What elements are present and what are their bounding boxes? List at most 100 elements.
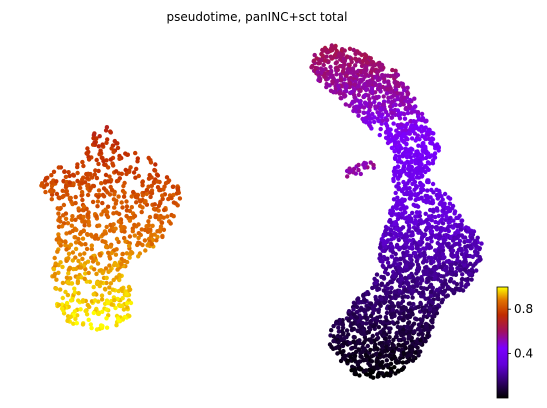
scatter-point xyxy=(449,262,454,267)
scatter-point xyxy=(429,224,435,230)
scatter-point xyxy=(368,374,373,379)
scatter-point xyxy=(403,241,408,247)
scatter-point xyxy=(351,307,356,312)
scatter-point xyxy=(408,254,414,259)
scatter-point xyxy=(396,181,401,186)
scatter-point xyxy=(324,84,329,90)
scatter-point xyxy=(425,326,430,332)
scatter-point xyxy=(124,208,130,213)
scatter-point xyxy=(65,280,71,285)
scatter-point xyxy=(452,253,458,259)
scatter-point xyxy=(314,56,319,61)
scatter-point xyxy=(57,215,62,220)
scatter-point xyxy=(421,246,426,251)
scatter-point xyxy=(160,193,165,198)
scatter-point xyxy=(328,64,333,70)
scatter-point xyxy=(448,234,454,240)
scatter-point xyxy=(143,199,148,204)
scatter-point xyxy=(136,235,141,241)
scatter-point xyxy=(439,300,444,305)
scatter-point xyxy=(49,173,54,178)
scatter-point xyxy=(356,167,361,173)
scatter-point xyxy=(113,226,118,231)
scatter-point xyxy=(422,250,427,255)
scatter-point xyxy=(368,347,373,353)
scatter-point xyxy=(394,206,399,211)
scatter-point xyxy=(365,372,370,377)
scatter-point xyxy=(77,240,82,246)
scatter-point xyxy=(73,316,78,322)
scatter-point xyxy=(420,331,425,337)
scatter-point xyxy=(158,215,163,221)
scatter-point xyxy=(405,85,410,91)
scatter-point xyxy=(402,111,407,117)
scatter-point xyxy=(124,213,129,219)
scatter-point xyxy=(75,280,81,286)
scatter-point xyxy=(378,106,383,111)
scatter-point xyxy=(72,286,77,291)
scatter-point xyxy=(146,219,151,224)
scatter-point xyxy=(349,346,354,351)
scatter-point xyxy=(350,326,355,332)
scatter-point xyxy=(54,286,59,291)
scatter-point xyxy=(462,262,467,267)
scatter-point xyxy=(413,350,418,355)
scatter-point xyxy=(396,211,401,217)
scatter-point xyxy=(394,203,399,208)
scatter-point xyxy=(73,246,79,252)
scatter-point xyxy=(96,168,101,174)
scatter-point xyxy=(347,80,352,85)
scatter-point xyxy=(417,137,422,142)
scatter-point xyxy=(388,361,394,366)
scatter-point xyxy=(147,172,152,178)
scatter-point xyxy=(361,292,366,298)
scatter-point xyxy=(356,113,361,118)
scatter-point xyxy=(436,213,441,219)
scatter-point xyxy=(61,202,67,208)
scatter-point xyxy=(419,173,425,178)
scatter-point xyxy=(410,210,415,216)
scatter-point xyxy=(336,340,341,345)
scatter-point xyxy=(100,270,105,276)
scatter-point xyxy=(376,325,382,330)
scatter-point xyxy=(444,264,449,270)
scatter-point xyxy=(158,224,164,229)
scatter-point xyxy=(423,296,428,301)
scatter-point xyxy=(365,343,370,349)
scatter-point xyxy=(388,86,393,91)
scatter-point xyxy=(86,157,92,162)
scatter-point xyxy=(419,124,424,129)
scatter-point xyxy=(403,146,408,151)
scatter-point xyxy=(432,151,438,156)
scatter-point xyxy=(348,354,353,359)
scatter-point xyxy=(362,165,367,170)
scatter-point xyxy=(111,277,116,283)
scatter-point xyxy=(407,274,412,279)
scatter-point xyxy=(423,125,428,130)
scatter-point xyxy=(374,318,380,323)
scatter-point xyxy=(80,322,86,327)
scatter-point xyxy=(416,304,421,310)
scatter-point xyxy=(416,353,421,358)
scatter-point xyxy=(78,307,83,312)
scatter-point xyxy=(315,69,320,75)
scatter-point xyxy=(82,223,87,228)
scatter-point xyxy=(474,244,479,249)
scatter-point xyxy=(432,267,437,272)
scatter-point xyxy=(376,309,381,315)
scatter-point xyxy=(136,173,141,179)
scatter-point xyxy=(441,274,446,279)
scatter-point xyxy=(473,261,478,266)
scatter-point xyxy=(119,200,124,205)
scatter-point xyxy=(419,186,424,192)
scatter-point xyxy=(404,171,409,177)
scatter-point xyxy=(420,234,425,239)
scatter-point xyxy=(377,302,383,307)
scatter-point xyxy=(341,341,347,346)
scatter-point xyxy=(429,239,434,244)
scatter-point xyxy=(109,302,114,307)
scatter-point xyxy=(399,305,404,311)
scatter-point xyxy=(367,363,373,368)
scatter-point xyxy=(76,236,81,242)
scatter-point xyxy=(69,223,75,228)
